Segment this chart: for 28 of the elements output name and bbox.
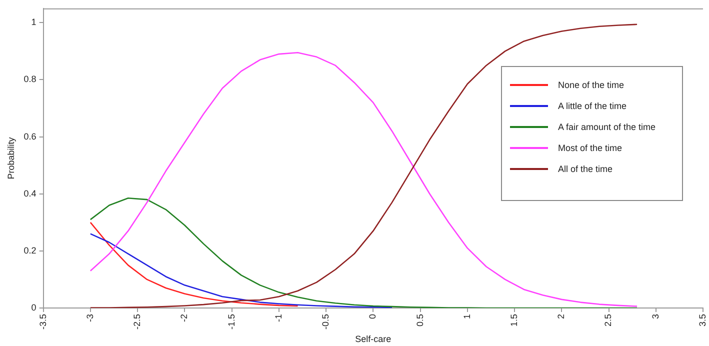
legend-label: A fair amount of the time [558,122,657,132]
x-tick-label: -1.5 [226,314,236,330]
y-tick-label: 0.2 [24,245,36,256]
x-tick-label: 2 [556,314,566,320]
legend-label: None of the time [558,80,626,90]
x-tick-label: -1 [273,314,284,322]
y-axis-title: Probability [6,136,16,180]
x-tick-label: 1 [462,314,472,320]
x-tick-label: 0.5 [414,314,425,327]
y-tick-label: 0 [31,302,36,312]
y-tick-label: 0.4 [24,188,36,198]
legend-label: A little of the time [558,101,628,112]
x-tick-label: 2.5 [603,314,614,327]
x-axis-title: Self-care [355,334,392,344]
x-tick-label: 3 [650,314,660,320]
y-tick-label: 0.8 [24,74,36,84]
y-tick-label: 0.6 [24,131,36,142]
x-tick-label: 3.5 [697,314,708,327]
legend-label: Most of the time [558,143,624,154]
y-tick-label: 1 [31,17,36,28]
x-tick-label: -0.5 [320,314,331,330]
legend-label: All of the time [558,164,614,174]
x-tick-label: -3 [84,314,95,322]
x-tick-label: -3.5 [38,314,48,330]
x-tick-label: 1.5 [509,314,519,327]
x-tick-label: -2.5 [132,314,142,330]
x-tick-label: 0 [368,314,378,320]
x-tick-label: -2 [179,314,190,322]
